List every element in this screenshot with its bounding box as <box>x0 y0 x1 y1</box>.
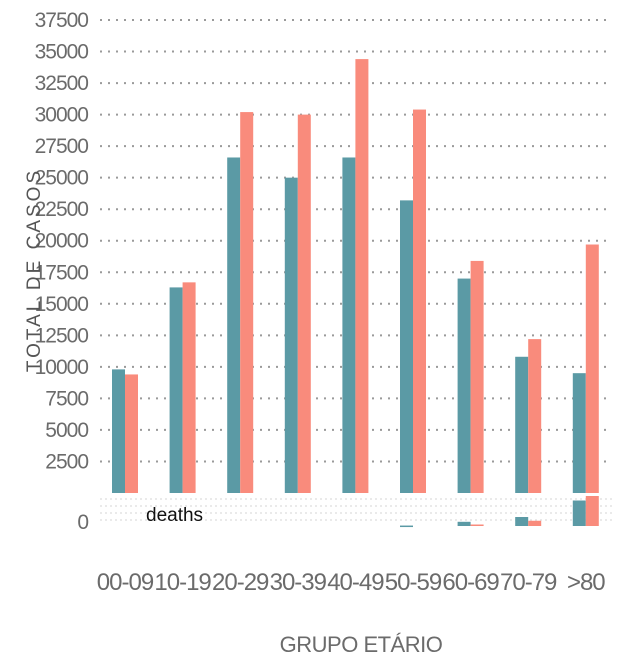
bar-cases-series-2--10-19 <box>182 282 196 493</box>
bar-cases-series-1--20-29 <box>227 157 241 493</box>
y-tick-label: 37500 <box>35 9 89 32</box>
bar-cases-series-2--30-39 <box>297 114 311 493</box>
y-tick-label: 12500 <box>35 324 89 347</box>
bar-cases-series-1--00-09 <box>112 369 125 493</box>
bar-cases-series-1--60-69 <box>457 278 471 493</box>
death-bar-series-2-70-79 <box>528 520 542 526</box>
x-tick-label: 70-79 <box>500 569 557 596</box>
y-tick-label: 0 <box>77 511 88 534</box>
x-tick-label: 40-49 <box>327 569 384 596</box>
y-axis-ticks: 0 2500 5000 7500 10000 12500 15000 17500 20000 22… <box>35 9 90 534</box>
bar-cases-series-2--50-59 <box>413 109 426 494</box>
y-tick-label: 15000 <box>35 293 89 316</box>
y-tick-label: 5000 <box>45 419 88 442</box>
y-tick-label: 17500 <box>35 261 89 284</box>
y-tick-label: 7500 <box>45 387 88 410</box>
death-bar-series-2->80 <box>585 496 599 526</box>
x-tick-label: 10-19 <box>154 569 211 596</box>
x-tick-label: 20-29 <box>212 569 269 596</box>
bar-cases-series-2--70-79 <box>528 339 542 493</box>
y-tick-label: 30000 <box>35 104 89 127</box>
x-tick-label: 60-69 <box>442 569 499 596</box>
x-tick-label: 00-09 <box>97 569 154 596</box>
bar-cases-series-2--60-69 <box>470 260 484 493</box>
bar-cases-series-2--40-49 <box>355 59 369 494</box>
bar-cases-series-2--00-09 <box>125 374 138 493</box>
bar-cases-series-2--20-29 <box>240 112 254 493</box>
x-tick-label: 50-59 <box>385 569 442 596</box>
death-bar-series-1-70-79 <box>515 517 529 526</box>
bar-cases-series-1--70-79 <box>515 356 529 493</box>
bar-cases-series-1-->80 <box>572 373 586 493</box>
bar-cases-series-1--50-59 <box>400 200 413 493</box>
y-tick-label: 10000 <box>35 356 89 379</box>
death-bar-series-1->80 <box>572 500 586 526</box>
y-axis-label: TOTAL DE CASOS <box>24 168 45 372</box>
x-tick-label: 30-39 <box>270 569 327 596</box>
x-tick-label: >80 <box>567 569 605 596</box>
death-bar-series-1-60-69 <box>457 521 471 526</box>
y-tick-label: 27500 <box>35 135 89 158</box>
bar-cases-series-2-->80 <box>585 244 599 493</box>
y-tick-label: 25000 <box>35 167 89 190</box>
death-bar-series-2-60-69 <box>470 524 484 526</box>
deaths-annotation: deaths <box>146 505 203 526</box>
bars <box>112 59 599 528</box>
bar-cases-series-1--10-19 <box>169 287 183 493</box>
death-bar-series-1-50-59 <box>400 525 413 528</box>
bar-cases-series-1--40-49 <box>342 157 356 493</box>
y-tick-label: 22500 <box>35 198 89 221</box>
y-tick-label: 35000 <box>35 41 89 64</box>
y-tick-label: 32500 <box>35 72 89 95</box>
x-axis-ticks: 00-09 10-19 20-29 30-39 40-49 50-59 60-69 70-79… <box>97 569 606 596</box>
bar-cases-series-1--30-39 <box>284 177 298 493</box>
x-axis-label: GRUPO ETÁRIO <box>280 632 443 657</box>
y-tick-label: 2500 <box>45 450 88 473</box>
y-tick-label: 20000 <box>35 230 89 253</box>
